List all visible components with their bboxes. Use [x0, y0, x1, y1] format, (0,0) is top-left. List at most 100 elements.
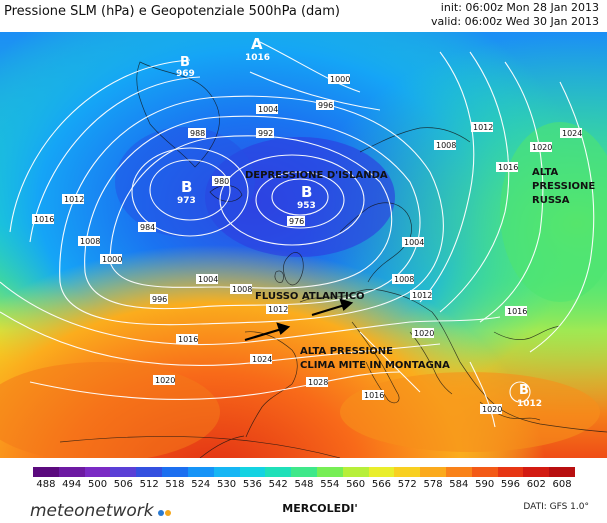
color-scale-swatch [446, 467, 472, 477]
isobar-label: 1020 [414, 329, 434, 338]
isobar-label: 988 [190, 129, 205, 138]
isobar-label: 1016 [498, 163, 518, 172]
init-time: init: 06:00z Mon 28 Jan 2013 [440, 1, 599, 14]
isobar-label: 1016 [178, 335, 198, 344]
isobar-label: 1016 [34, 215, 54, 224]
color-scale-swatch [471, 467, 498, 477]
isobar-label: 1008 [232, 285, 252, 294]
color-scale-tick-label: 494 [62, 479, 82, 490]
isobar-label: 1020 [532, 143, 552, 152]
color-scale-tick-label: 530 [217, 479, 237, 490]
color-scale-swatch [342, 467, 369, 477]
low-center-value: 1012 [517, 399, 542, 409]
header: Pressione SLM (hPa) e Geopotenziale 500h… [0, 0, 607, 32]
color-scale-swatch [136, 467, 163, 477]
high-center-letter: A [251, 35, 263, 53]
color-scale-swatch [110, 467, 137, 477]
isobar-label: 1000 [102, 255, 122, 264]
color-scale-swatch [523, 467, 550, 477]
color-scale-swatch [394, 467, 421, 477]
low-center-value: 953 [297, 201, 316, 211]
isobar-label: 976 [289, 217, 304, 226]
isobar-labels: 1000 1004 996 992 988 984 980 976 1004 1… [32, 74, 582, 414]
color-scale-tick-label: 596 [500, 479, 521, 490]
isobar-label: 1016 [507, 307, 527, 316]
color-scale-swatch [187, 467, 214, 477]
isobar-label: 1000 [330, 75, 350, 84]
color-scale-swatch [368, 467, 395, 477]
isobar-label: 1012 [412, 291, 432, 300]
color-scale-tick-label: 524 [191, 479, 211, 490]
color-scale-tick-label: 578 [423, 479, 443, 490]
annotation-atlantic-flow: FLUSSO ATLANTICO [255, 291, 365, 302]
color-scale-tick-label: 590 [475, 479, 495, 490]
color-scale-tick-label: 536 [242, 479, 262, 490]
isobar-label: 1028 [308, 378, 328, 387]
color-scale-swatch [213, 467, 240, 477]
brand-name: meteonetwork [30, 501, 154, 521]
color-scale-tick-label: 554 [320, 479, 340, 490]
color-scale-tick-label: 602 [526, 479, 546, 490]
isobar-label: 1024 [252, 355, 272, 364]
isobar-label: 1016 [364, 391, 384, 400]
color-scale-tick-label: 518 [165, 479, 185, 490]
annotation-russian-high: PRESSIONE [532, 181, 595, 192]
color-scale-swatch [316, 467, 343, 477]
weather-map: 1000 1004 996 992 988 984 980 976 1004 1… [0, 32, 607, 458]
isobar-label: 996 [152, 295, 167, 304]
isobar-label: 1020 [155, 376, 175, 385]
isobar-label: 984 [140, 223, 155, 232]
pressure-centers: A 1016 B 969 B 973 B 953 B 1012 [176, 35, 542, 409]
annotation-high-pressure: ALTA PRESSIONE [300, 346, 393, 357]
color-scale-tick-label: 572 [397, 479, 417, 490]
annotation-mild-mountains: CLIMA MITE IN MONTAGNA [300, 360, 450, 371]
color-scale-tick-label: 548 [294, 479, 314, 490]
isobar-label: 1012 [268, 305, 288, 314]
isobar-label: 1008 [394, 275, 414, 284]
color-scale-swatch [84, 467, 111, 477]
annotations: DEPRESSIONE D'ISLANDA FLUSSO ATLANTICO A… [245, 167, 595, 371]
isobar-label: 1008 [80, 237, 100, 246]
color-scale-tick-label: 488 [36, 479, 56, 490]
isobar-label: 992 [258, 129, 273, 138]
isobar-label: 1008 [436, 141, 456, 150]
color-scale-swatch [239, 467, 266, 477]
isobar-label: 980 [214, 177, 229, 186]
isobar-label: 1004 [404, 238, 424, 247]
brand-logo: meteonetwork [30, 501, 171, 521]
annotation-russian-high: RUSSA [532, 195, 570, 206]
logo-dots-icon [157, 501, 171, 521]
color-scale-swatch [420, 467, 446, 477]
isobar-label: 1012 [64, 195, 84, 204]
annotation-russian-high: ALTA [532, 167, 559, 178]
low-center-value: 973 [177, 196, 196, 206]
color-scale-tick-label: 608 [552, 479, 572, 490]
low-center-letter: B [519, 383, 529, 398]
color-scale-swatch [497, 467, 524, 477]
color-scale-swatch [291, 467, 317, 477]
isobar-label: 1020 [482, 405, 502, 414]
valid-time: valid: 06:00z Wed 30 Jan 2013 [431, 15, 599, 28]
high-center-value: 1016 [245, 53, 270, 63]
map-canvas: 1000 1004 996 992 988 984 980 976 1004 1… [0, 32, 607, 458]
isobar-label: 1004 [198, 275, 218, 284]
annotation-depression: DEPRESSIONE D'ISLANDA [245, 170, 388, 181]
isobar-label: 1012 [473, 123, 493, 132]
isobar-label: 1004 [258, 105, 278, 114]
low-center-value: 969 [176, 69, 195, 79]
color-scale-ticks: 488 494 500 506 512 518 524 530 536 542 548 554 560 5… [33, 479, 575, 493]
color-scale-tick-label: 542 [268, 479, 288, 490]
color-scale-bar [33, 467, 576, 477]
color-scale-tick-label: 506 [113, 479, 133, 490]
data-source: DATI: GFS 1.0° [523, 502, 589, 512]
color-scale-swatch [549, 467, 576, 477]
low-center-letter: B [301, 183, 312, 201]
arrows [244, 298, 354, 342]
color-scale-tick-label: 512 [139, 479, 159, 490]
isobar-label: 996 [318, 101, 333, 110]
color-scale-swatch [265, 467, 292, 477]
low-center-letter: B [181, 178, 192, 196]
isobar-label: 1024 [562, 129, 582, 138]
color-scale-swatch [162, 467, 188, 477]
forecast-day: MERCOLEDI' [282, 502, 358, 515]
